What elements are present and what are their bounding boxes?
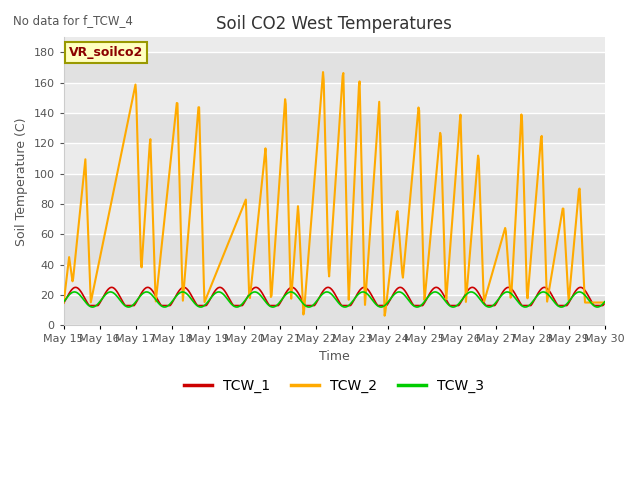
Text: VR_soilco2: VR_soilco2	[69, 46, 143, 59]
Y-axis label: Soil Temperature (C): Soil Temperature (C)	[15, 117, 28, 246]
X-axis label: Time: Time	[319, 350, 349, 363]
Bar	[64, 113, 605, 144]
Bar	[64, 234, 605, 264]
Legend: TCW_1, TCW_2, TCW_3: TCW_1, TCW_2, TCW_3	[179, 373, 490, 399]
Bar	[64, 295, 605, 325]
Title: Soil CO2 West Temperatures: Soil CO2 West Temperatures	[216, 15, 452, 33]
Text: No data for f_TCW_4: No data for f_TCW_4	[13, 14, 132, 27]
Bar	[64, 174, 605, 204]
Bar	[64, 52, 605, 83]
